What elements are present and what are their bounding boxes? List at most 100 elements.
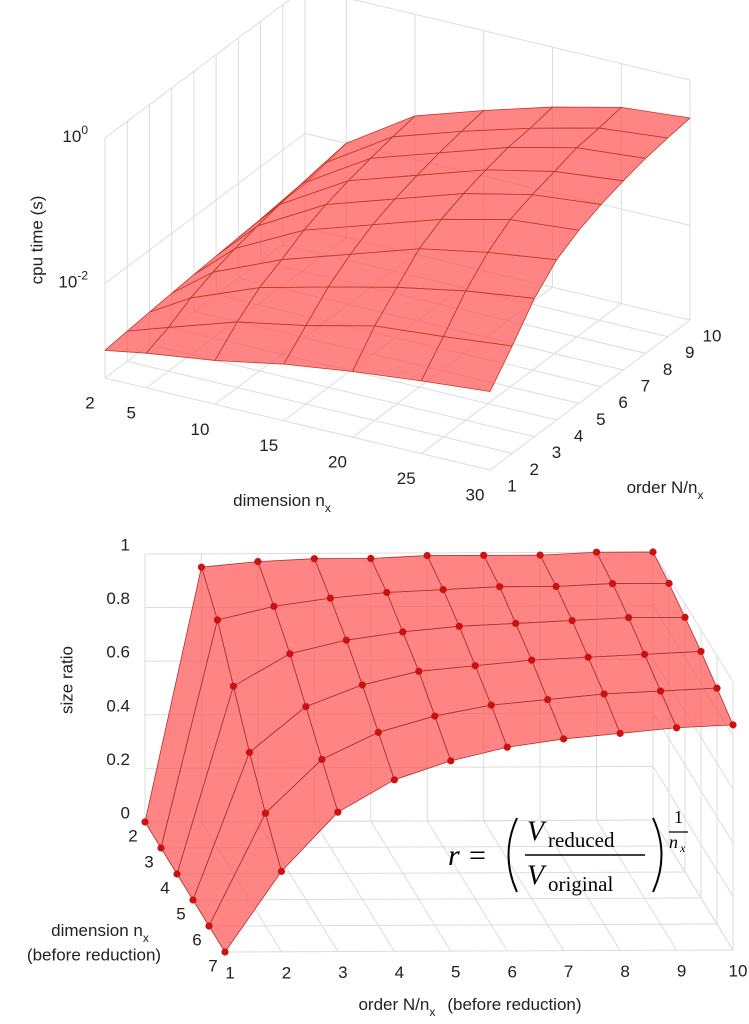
axis-label-text: dimension n — [233, 491, 325, 510]
marker — [390, 776, 398, 784]
grid-line — [144, 551, 654, 555]
z-tick-label: 0.8 — [106, 589, 130, 608]
marker — [189, 896, 197, 904]
grid-line — [127, 360, 513, 454]
marker — [584, 653, 592, 661]
marker — [245, 748, 254, 756]
marker — [141, 818, 149, 826]
marker — [512, 619, 520, 628]
x-tick-label: 10 — [729, 961, 748, 980]
marker — [536, 551, 544, 559]
formula: r = V reduced V original 1 n x — [448, 807, 688, 896]
x-tick-label: 9 — [677, 962, 686, 981]
paren — [652, 817, 663, 893]
paren — [507, 817, 518, 893]
marker — [600, 690, 608, 698]
y-tick-label: 4 — [160, 878, 169, 897]
marker — [213, 616, 222, 624]
marker — [640, 650, 649, 658]
grid-line — [483, 820, 565, 951]
y-tick-label: 5 — [176, 904, 185, 923]
grid-line — [104, 0, 290, 139]
marker — [544, 695, 552, 704]
marker — [496, 583, 504, 591]
z-tick-label: 0.4 — [106, 696, 130, 715]
y-tick-label: 6 — [618, 393, 627, 412]
y-tick-label: 6 — [192, 930, 201, 949]
z-tick-label: 1 — [121, 535, 130, 554]
y-tick-label: 7 — [208, 956, 217, 975]
marker — [423, 551, 431, 560]
marker — [261, 809, 270, 817]
grid-line — [104, 133, 306, 284]
marker — [270, 602, 278, 610]
x-tick-label: 15 — [259, 436, 278, 455]
x-tick-label: 6 — [507, 962, 516, 981]
z-tick-base: 10 — [62, 127, 81, 146]
denominator: V — [527, 860, 547, 891]
marker — [624, 614, 633, 622]
axis-label: dimension nx — [51, 921, 149, 945]
axis-label-sub: x — [325, 501, 331, 515]
grid-line — [652, 766, 734, 897]
marker — [205, 922, 213, 930]
marker — [681, 613, 689, 622]
y-tick-label: 9 — [685, 343, 694, 362]
axis-label-note: (before reduction) — [27, 945, 161, 964]
grid-line — [489, 319, 691, 471]
axis-label-sub: x — [429, 1005, 435, 1019]
marker — [318, 755, 326, 763]
x-tick-label: 3 — [338, 963, 347, 982]
axis-label: order N/nx (before reduction) — [358, 995, 581, 1019]
marker — [528, 656, 536, 664]
marker — [568, 616, 576, 625]
exponent-denominator-sub: x — [679, 841, 686, 855]
marker — [229, 682, 238, 690]
marker — [197, 563, 206, 571]
marker — [157, 844, 165, 852]
z-tick-label: 0.2 — [106, 750, 130, 769]
axis-label-sub: x — [697, 488, 703, 502]
marker — [503, 743, 511, 751]
marker — [649, 548, 657, 556]
marker — [399, 628, 407, 636]
marker — [326, 594, 334, 602]
marker — [415, 667, 423, 675]
marker — [697, 647, 705, 656]
marker — [277, 867, 286, 875]
grid-line — [313, 821, 395, 952]
marker — [480, 551, 488, 559]
axis-label-text: order N/n — [358, 995, 429, 1014]
y-tick-label: 3 — [552, 443, 561, 462]
z-tick-base: 10 — [58, 273, 77, 292]
exponent-numerator: 1 — [674, 807, 683, 827]
marker — [286, 650, 294, 658]
z-tick-exponent: 0 — [81, 123, 88, 137]
surface-patch — [420, 336, 513, 392]
marker — [729, 721, 737, 729]
grid-line — [420, 303, 622, 454]
z-tick-label: 0.6 — [106, 643, 130, 662]
marker — [383, 588, 391, 597]
grid-line — [224, 949, 734, 953]
marker — [367, 554, 375, 563]
axis-label: dimension nx — [233, 491, 331, 515]
axis-label-note: (before reduction) — [447, 995, 581, 1014]
y-tick-label: 10 — [703, 326, 722, 345]
marker — [672, 724, 681, 732]
grid-line — [208, 923, 718, 927]
marker — [302, 702, 310, 711]
axis-label: size ratio — [57, 646, 76, 714]
y-tick-label: 3 — [144, 852, 153, 871]
marker — [560, 735, 568, 743]
x-tick-label: 2 — [282, 963, 291, 982]
z-tick-label: 100 — [62, 123, 88, 146]
marker — [713, 684, 721, 692]
grid-line — [192, 897, 702, 901]
x-tick-label: 20 — [328, 453, 347, 472]
x-tick-label: 1 — [225, 963, 234, 982]
y-tick-label: 4 — [574, 426, 583, 445]
z-tick-label: 10-2 — [58, 269, 88, 292]
axis-label: cpu time (s) — [27, 196, 46, 285]
